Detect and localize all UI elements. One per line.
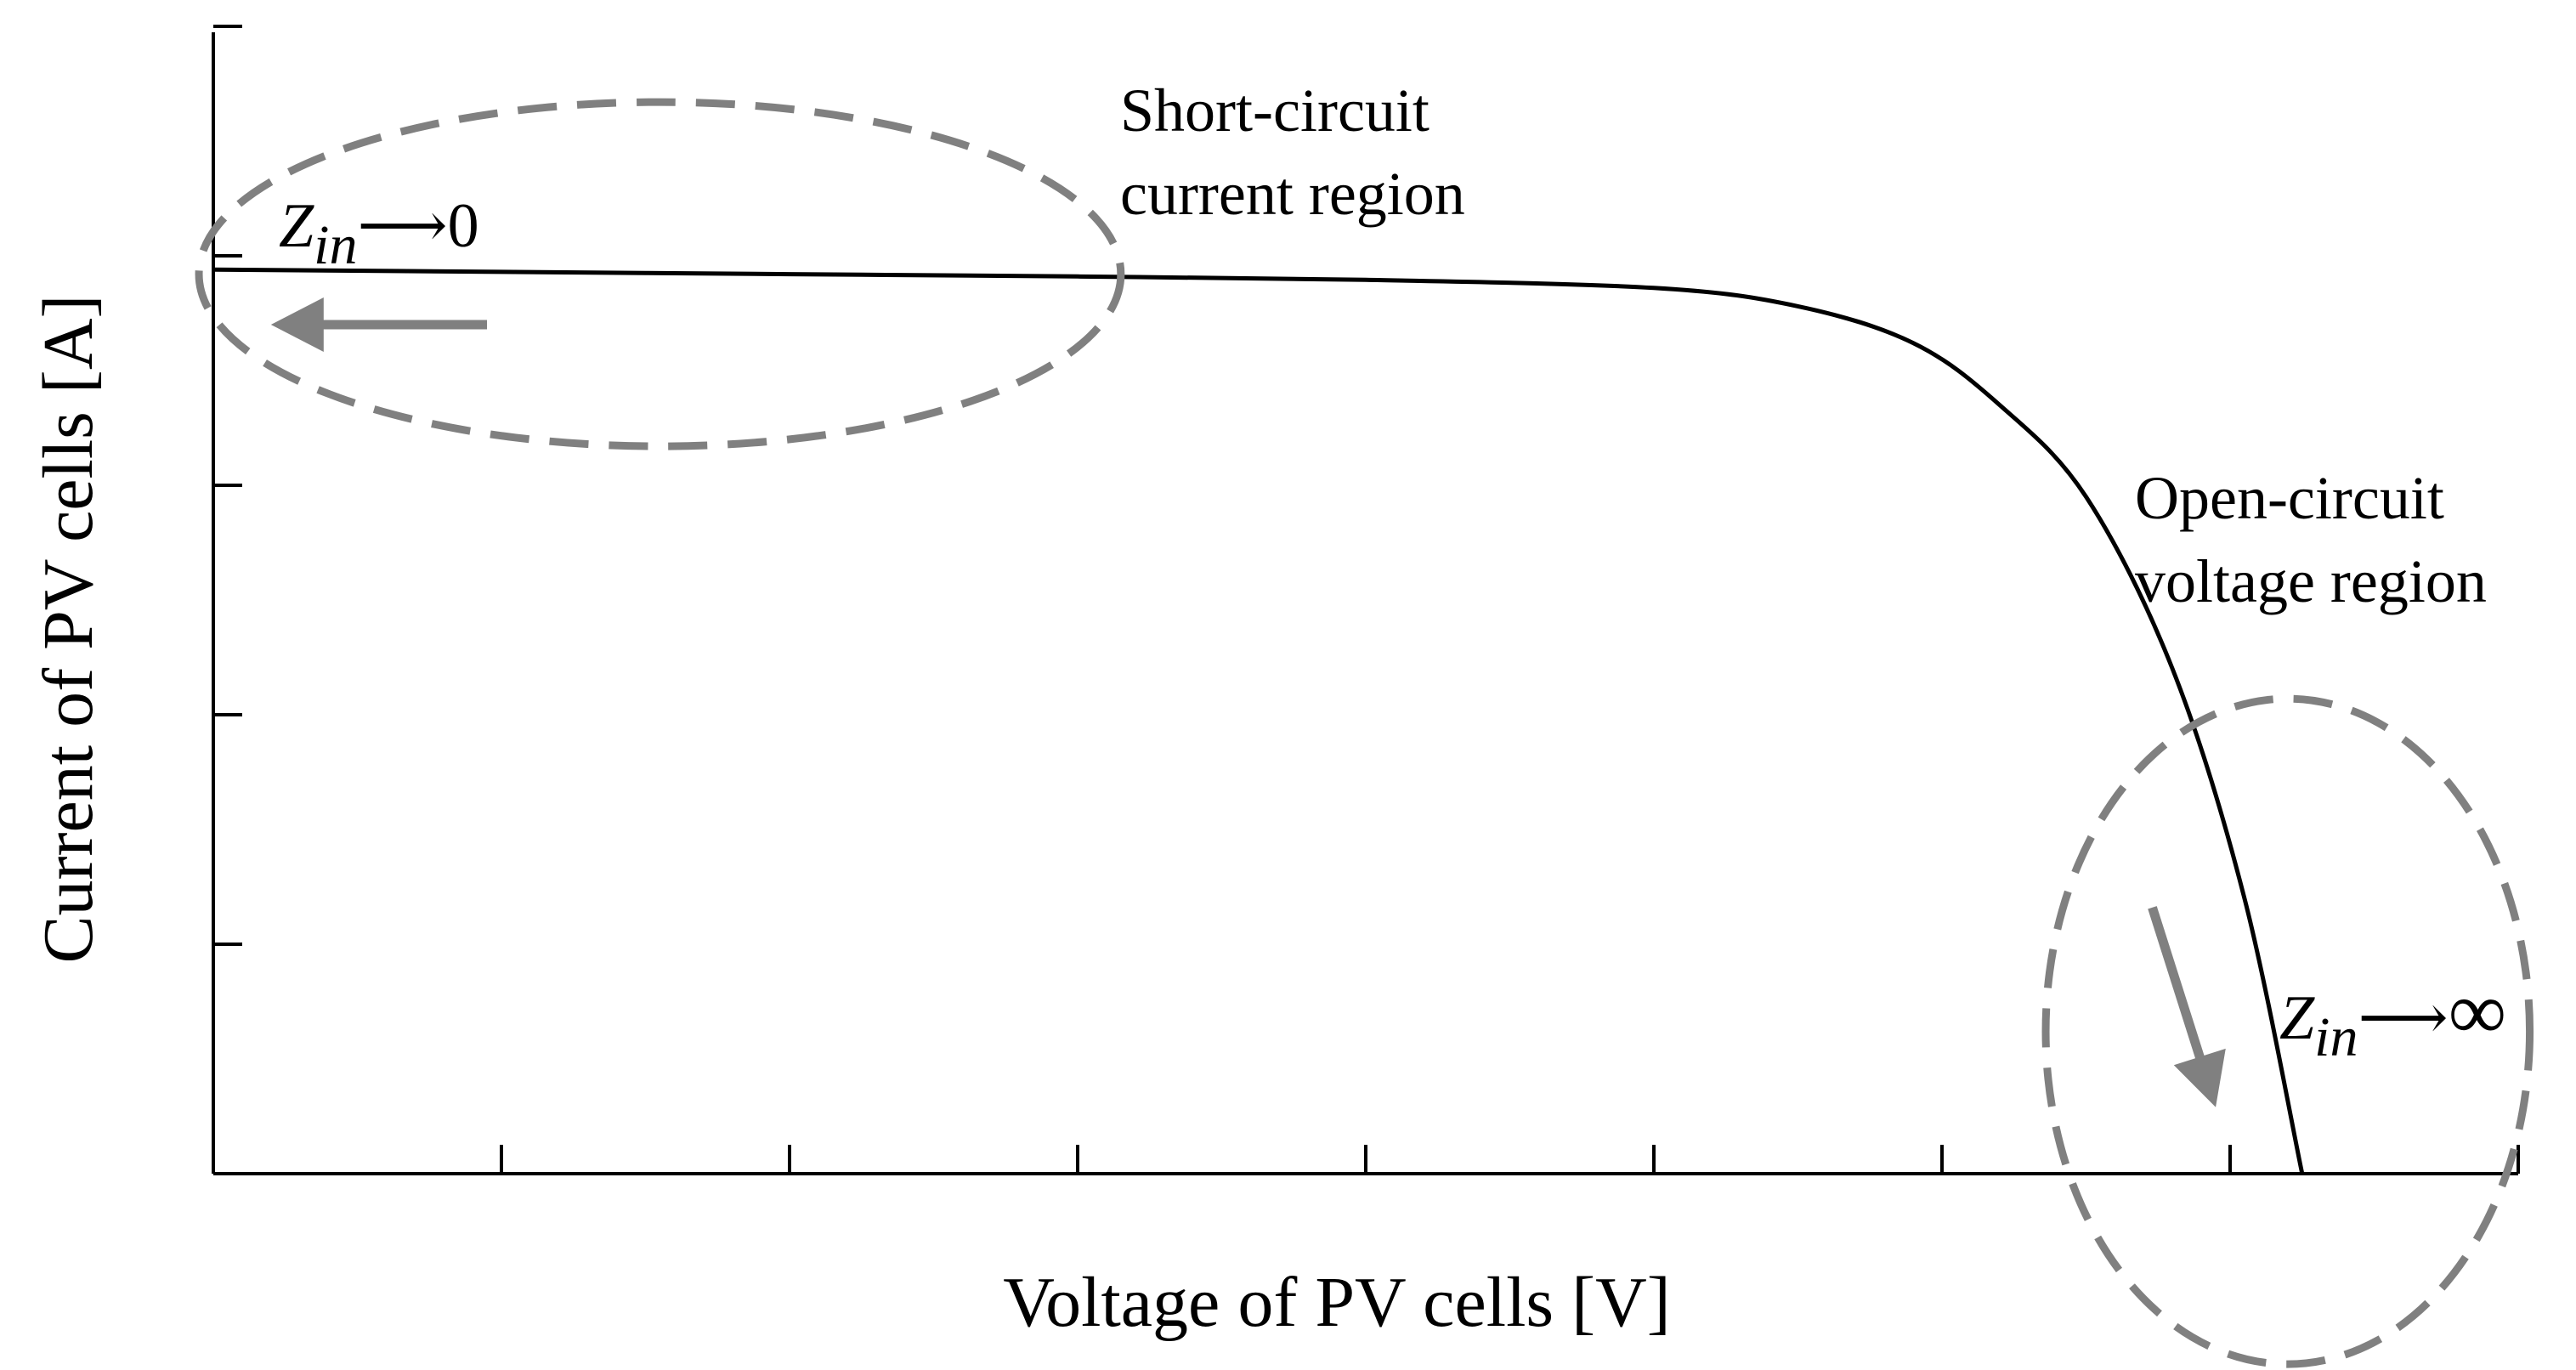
open-circuit-arrow-icon — [2173, 1048, 2226, 1107]
zin-subscript: in — [2314, 1006, 2358, 1068]
open-circuit-label-line-2: voltage region — [2135, 547, 2487, 615]
open-circuit-region-annotation: Open-circuit voltage region Zin⟶∞ — [2041, 464, 2534, 1368]
x-axis-title: Voltage of PV cells [V] — [1003, 1263, 1670, 1342]
zin-symbol: Z — [2279, 983, 2315, 1053]
y-axis-title: Current of PV cells [A] — [29, 295, 108, 964]
short-circuit-region-outline — [195, 98, 1125, 450]
short-circuit-arrow-icon — [270, 297, 324, 352]
axes — [212, 25, 2520, 1175]
open-circuit-region-outline — [2041, 694, 2534, 1368]
short-circuit-label-line-1: Short-circuit — [1120, 76, 1430, 144]
short-circuit-impedance-label: Zin⟶0 — [279, 191, 479, 276]
zin-symbol: Z — [279, 191, 314, 261]
zin-arrow: ⟶ — [2358, 983, 2449, 1053]
zin-limit-zero: 0 — [448, 191, 479, 261]
open-circuit-arrow-shaft — [2148, 906, 2205, 1062]
x-axis-ticks — [212, 1145, 2520, 1174]
zin-subscript: in — [314, 214, 357, 276]
iv-curve-line — [212, 267, 2305, 1175]
zin-limit-infinity: ∞ — [2449, 965, 2506, 1056]
short-circuit-region-annotation: Short-circuit current region Zin⟶0 — [195, 76, 1465, 450]
y-axis-ticks — [213, 25, 242, 1175]
zin-arrow: ⟶ — [358, 191, 448, 261]
open-circuit-impedance-label: Zin⟶∞ — [2279, 965, 2506, 1068]
open-circuit-label-line-1: Open-circuit — [2135, 464, 2444, 532]
short-circuit-label-line-2: current region — [1120, 160, 1465, 228]
